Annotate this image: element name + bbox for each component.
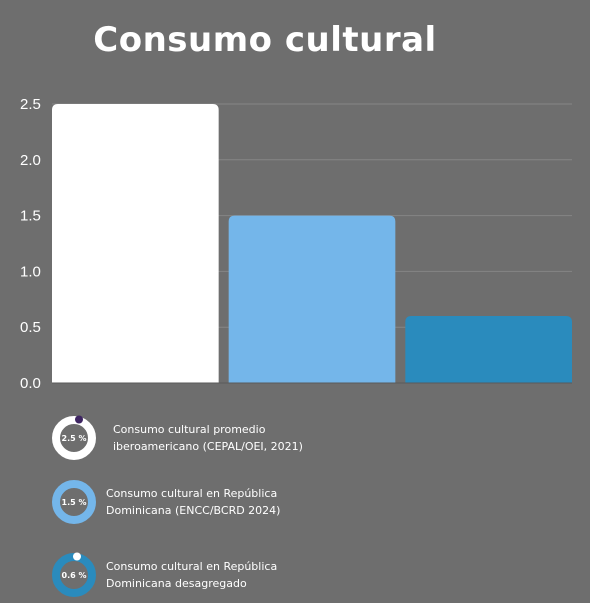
legend-item-iberoamericano: 2.5 % Consumo cultural promedio iberoame… [50,414,590,462]
chart-title: Consumo cultural [93,20,437,60]
donut-icon: 1.5 % [52,480,96,524]
legend-label-line1: Consumo cultural en República [106,487,278,500]
y-tick-label: 2.5 [20,96,41,113]
donut-marker-dot [75,415,83,424]
donut-marker-dot [73,552,81,561]
y-tick-label: 1.5 [20,208,41,225]
bars [52,104,572,383]
y-tick-label: 1.0 [20,263,41,280]
y-tick-label: 0.0 [20,375,41,392]
legend-pct: 2.5 % [62,434,87,443]
legend-item-rd-encc: 1.5 % Consumo cultural en República Domi… [50,478,590,526]
donut-ring [52,480,96,524]
donut-center [60,424,88,452]
bar-3 [405,316,572,383]
bar-2 [228,215,396,383]
donut-icon: 0.6 % [52,552,96,597]
legend-label-line1: Consumo cultural en República [106,560,278,573]
y-axis-ticks: 0.0 0.5 1.0 1.5 2.0 2.5 [20,96,41,392]
y-tick-label: 2.0 [20,152,41,169]
bar-1 [52,104,219,383]
legend-label-line1: Consumo cultural promedio [113,423,266,436]
legend-label-line2: iberoamericano (CEPAL/OEI, 2021) [113,440,303,453]
y-tick-label: 0.5 [20,319,41,336]
donut-icon: 2.5 % [52,415,96,460]
legend-pct: 0.6 % [62,571,87,580]
legend-label-line2: Dominicana (ENCC/BCRD 2024) [106,504,281,517]
donut-center [60,561,88,589]
legend-pct: 1.5 % [62,498,87,507]
bar-chart: 0.0 0.5 1.0 1.5 2.0 2.5 [20,96,572,392]
donut-center [60,488,88,516]
legend-item-rd-desagregado: 0.6 % Consumo cultural en República Domi… [50,551,590,599]
donut-ring [52,416,96,460]
legend-label-line2: Dominicana desagregado [106,577,247,590]
